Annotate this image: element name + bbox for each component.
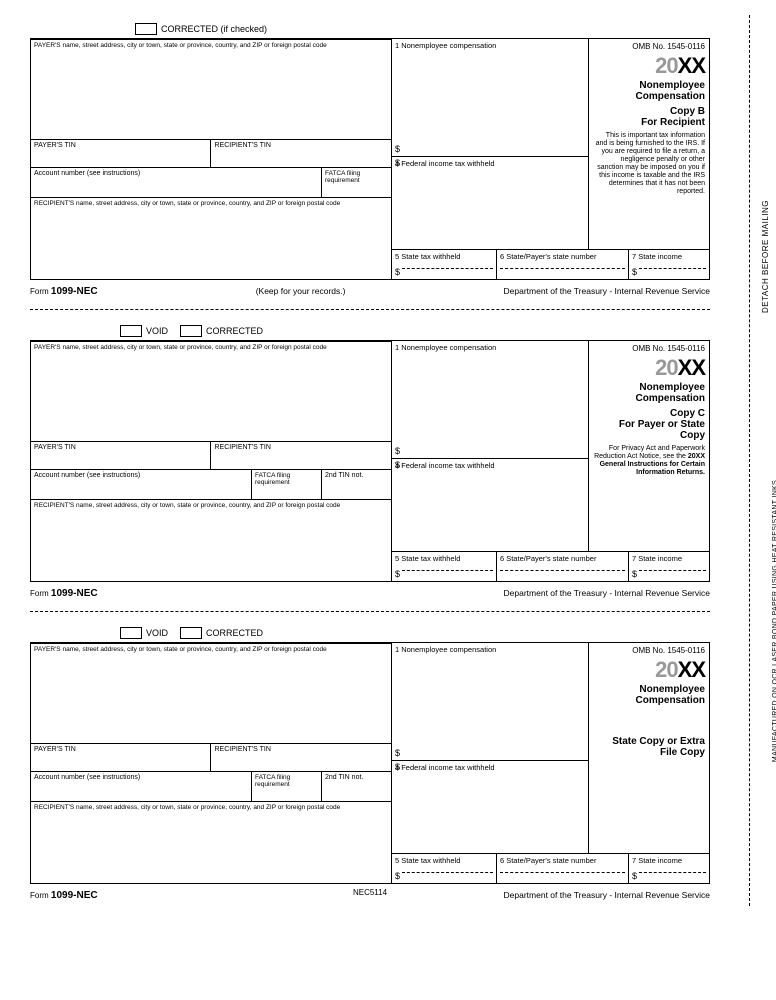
- box-6[interactable]: 6 State/Payer's state number: [497, 250, 629, 279]
- fatca-box[interactable]: FATCA filing requirement: [321, 168, 391, 197]
- omb-number: OMB No. 1545-0116: [593, 646, 705, 655]
- box-5[interactable]: 5 State tax withheld$: [392, 552, 497, 581]
- payer-tin[interactable]: PAYER'S TIN: [31, 140, 210, 167]
- void-corrected-row: VOID CORRECTED: [30, 624, 710, 642]
- recipient-tin[interactable]: RECIPIENT'S TIN: [210, 140, 390, 167]
- box-7[interactable]: 7 State income$: [629, 250, 709, 279]
- form-state-copy: PAYER'S name, street address, city or to…: [30, 642, 710, 884]
- form-footer: Form 1099-NEC Department of the Treasury…: [30, 888, 710, 901]
- detach-text: DETACH BEFORE MAILING: [761, 200, 770, 313]
- cut-line: [30, 309, 710, 310]
- box-7[interactable]: 7 State income$: [629, 552, 709, 581]
- omb-number: OMB No. 1545-0116: [593, 344, 705, 353]
- box-6[interactable]: 6 State/Payer's state number: [497, 552, 629, 581]
- box-4[interactable]: 4 Federal income tax withheld$: [392, 459, 588, 472]
- info-column: OMB No. 1545-0116 20XX Nonemployee Compe…: [589, 643, 709, 853]
- cut-line: [30, 611, 710, 612]
- form-footer: Form 1099-NEC (Keep for your records.) D…: [30, 284, 710, 297]
- form-copy-b: PAYER'S name, street address, city or to…: [30, 38, 710, 280]
- omb-number: OMB No. 1545-0116: [593, 42, 705, 51]
- account-number[interactable]: Account number (see instructions): [31, 772, 251, 801]
- tax-notice: This is important tax information and is…: [593, 132, 705, 196]
- corrected-checkbox[interactable]: [180, 325, 202, 337]
- info-column: OMB No. 1545-0116 20XX Nonemployee Compe…: [589, 39, 709, 249]
- box-6[interactable]: 6 State/Payer's state number: [497, 854, 629, 883]
- box-1[interactable]: 1 Nonemployee compensation$: [392, 39, 588, 157]
- box-1[interactable]: 1 Nonemployee compensation$: [392, 643, 588, 761]
- department: Department of the Treasury - Internal Re…: [504, 286, 710, 297]
- tax-year: 20XX: [593, 355, 705, 381]
- payer-tin[interactable]: PAYER'S TIN: [31, 744, 210, 771]
- paper-text: MANUFACTURED ON OCR LASER BOND PAPER USI…: [772, 480, 776, 762]
- detach-line: [749, 15, 750, 906]
- void-corrected-row: VOID CORRECTED: [30, 322, 710, 340]
- tax-year: 20XX: [593, 53, 705, 79]
- account-number[interactable]: Account number (see instructions): [31, 168, 321, 197]
- void-label: VOID: [146, 326, 168, 336]
- copy-label: State Copy or Extra File Copy: [593, 736, 705, 758]
- form-title: Nonemployee Compensation: [593, 684, 705, 706]
- corrected-row: CORRECTED (if checked): [30, 20, 710, 38]
- box-4[interactable]: 4 Federal income tax withheld$: [392, 157, 588, 170]
- corrected-label: CORRECTED (if checked): [161, 24, 267, 34]
- copy-label: Copy B: [593, 106, 705, 117]
- second-tin-box[interactable]: 2nd TIN not.: [321, 470, 391, 499]
- form-copy-c: PAYER'S name, street address, city or to…: [30, 340, 710, 582]
- corrected-label: CORRECTED: [206, 628, 263, 638]
- payer-address-box[interactable]: PAYER'S name, street address, city or to…: [31, 39, 391, 139]
- copy-for: For Recipient: [593, 117, 705, 128]
- recipient-tin[interactable]: RECIPIENT'S TIN: [210, 442, 390, 469]
- keep-records: (Keep for your records.): [98, 286, 504, 297]
- copy-label: Copy C: [593, 408, 705, 419]
- recipient-address-box[interactable]: RECIPIENT'S name, street address, city o…: [31, 801, 391, 883]
- payer-address-box[interactable]: PAYER'S name, street address, city or to…: [31, 341, 391, 441]
- privacy-notice: For Privacy Act and Paperwork Reduction …: [593, 445, 705, 477]
- box-7[interactable]: 7 State income$: [629, 854, 709, 883]
- box-4[interactable]: 4 Federal income tax withheld$: [392, 761, 588, 774]
- void-checkbox[interactable]: [120, 627, 142, 639]
- corrected-checkbox[interactable]: [180, 627, 202, 639]
- account-number[interactable]: Account number (see instructions): [31, 470, 251, 499]
- form-footer: Form 1099-NEC Department of the Treasury…: [30, 586, 710, 599]
- corrected-label: CORRECTED: [206, 326, 263, 336]
- tax-year: 20XX: [593, 657, 705, 683]
- corrected-checkbox[interactable]: [135, 23, 157, 35]
- recipient-tin[interactable]: RECIPIENT'S TIN: [210, 744, 390, 771]
- form-title: Nonemployee Compensation: [593, 80, 705, 102]
- department: Department of the Treasury - Internal Re…: [504, 588, 710, 599]
- department: Department of the Treasury - Internal Re…: [504, 890, 710, 901]
- form-title: Nonemployee Compensation: [593, 382, 705, 404]
- recipient-address-box[interactable]: RECIPIENT'S name, street address, city o…: [31, 197, 391, 279]
- box-5[interactable]: 5 State tax withheld$: [392, 854, 497, 883]
- copy-for: For Payer or State Copy: [593, 419, 705, 441]
- void-checkbox[interactable]: [120, 325, 142, 337]
- payer-tin[interactable]: PAYER'S TIN: [31, 442, 210, 469]
- info-column: OMB No. 1545-0116 20XX Nonemployee Compe…: [589, 341, 709, 551]
- recipient-address-box[interactable]: RECIPIENT'S name, street address, city o…: [31, 499, 391, 581]
- box-1[interactable]: 1 Nonemployee compensation$: [392, 341, 588, 459]
- fatca-box[interactable]: FATCA filing requirement: [251, 772, 321, 801]
- box-5[interactable]: 5 State tax withheld$: [392, 250, 497, 279]
- fatca-box[interactable]: FATCA filing requirement: [251, 470, 321, 499]
- void-label: VOID: [146, 628, 168, 638]
- second-tin-box[interactable]: 2nd TIN not.: [321, 772, 391, 801]
- payer-address-box[interactable]: PAYER'S name, street address, city or to…: [31, 643, 391, 743]
